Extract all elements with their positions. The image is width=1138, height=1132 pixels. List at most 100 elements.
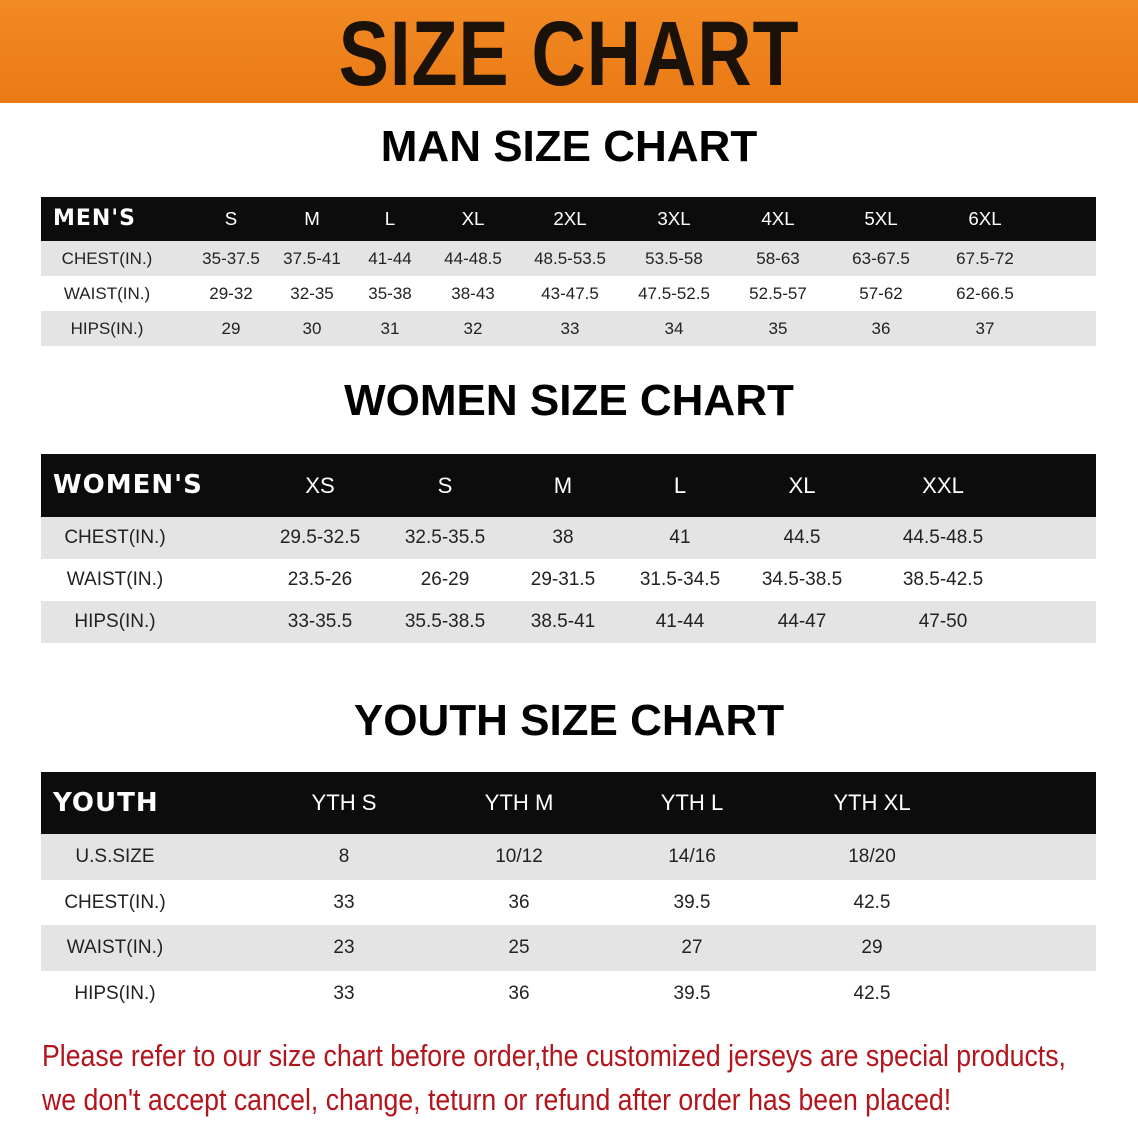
table-cell: 35-37.5 xyxy=(202,249,260,268)
table-row: HIPS(IN.) 33-35.5 35.5-38.5 38.5-41 41-44 44-… xyxy=(41,601,1096,643)
size-header: XXL xyxy=(922,473,964,498)
table-cell: 29-31.5 xyxy=(530,569,596,590)
table-cell: 27 xyxy=(681,937,703,958)
youth-section-title: YOUTH SIZE CHART xyxy=(353,696,785,745)
size-header: XS xyxy=(305,473,335,498)
size-header: 2XL xyxy=(553,208,587,229)
youth-header-row: YOUTH YTH S YTH M YTH L YTH XL xyxy=(41,772,1096,834)
size-header: 4XL xyxy=(761,208,795,229)
size-header: L xyxy=(384,208,396,229)
table-cell: 23.5-26 xyxy=(287,569,353,590)
header-label: YOUTH xyxy=(53,788,159,818)
size-header: XL xyxy=(461,208,485,229)
table-cell: 39.5 xyxy=(673,982,711,1004)
table-cell: 32 xyxy=(463,319,483,338)
banner: SIZE CHART xyxy=(0,0,1138,104)
table-cell: 32.5-35.5 xyxy=(404,527,486,548)
table-cell: 33 xyxy=(560,319,580,338)
table-cell: 23 xyxy=(333,937,355,958)
table-cell: 52.5-57 xyxy=(749,284,807,303)
size-header: M xyxy=(553,473,573,498)
size-header: YTH L xyxy=(660,790,724,815)
table-cell: 29-32 xyxy=(209,284,253,303)
size-header: YTH M xyxy=(484,790,554,815)
table-cell: 8 xyxy=(338,846,350,867)
row-label: WAIST(IN.) xyxy=(66,937,164,958)
size-header: 6XL xyxy=(968,208,1002,229)
table-cell: 35 xyxy=(768,319,788,338)
table-cell: 47.5-52.5 xyxy=(638,284,710,303)
row-label: WAIST(IN.) xyxy=(63,284,151,303)
table-cell: 26-29 xyxy=(420,569,470,590)
table-cell: 33 xyxy=(333,891,355,913)
size-header: S xyxy=(437,473,453,498)
table-cell: 37 xyxy=(975,319,995,338)
table-cell: 14/16 xyxy=(668,846,716,867)
women-header-row: WOMEN'S XS S M L XL XXL xyxy=(41,454,1096,517)
row-label: CHEST(IN.) xyxy=(61,249,153,268)
table-cell: 48.5-53.5 xyxy=(534,249,606,268)
size-header: L xyxy=(673,473,687,498)
table-cell: 29 xyxy=(861,937,883,958)
table-row: CHEST(IN.) 33 36 39.5 42.5 xyxy=(41,880,1096,926)
table-row: U.S.SIZE 8 10/12 14/16 18/20 xyxy=(41,834,1096,880)
table-cell: 57-62 xyxy=(859,284,903,303)
table-row: CHEST(IN.) 35-37.5 37.5-41 41-44 44-48.5 48.5… xyxy=(41,241,1096,276)
table-cell: 29.5-32.5 xyxy=(279,527,361,548)
table-cell: 30 xyxy=(302,319,322,338)
men-section-title: MAN SIZE CHART xyxy=(380,122,758,171)
table-cell: 18/20 xyxy=(848,846,896,867)
size-header: M xyxy=(304,208,320,229)
table-cell: 53.5-58 xyxy=(645,249,703,268)
women-section-title: WOMEN SIZE CHART xyxy=(344,376,794,425)
table-cell: 38.5-41 xyxy=(530,611,596,632)
table-cell: 25 xyxy=(508,937,530,958)
table-cell: 36 xyxy=(508,982,530,1004)
table-cell: 62-66.5 xyxy=(956,284,1014,303)
table-cell: 41 xyxy=(669,527,691,548)
table-cell: 36 xyxy=(871,319,891,338)
size-header: 3XL xyxy=(657,208,691,229)
row-label: HIPS(IN.) xyxy=(74,982,156,1004)
men-size-table: MEN'S S M L XL 2XL 3XL 4XL 5XL 6XL CHEST(IN.) 35-37… xyxy=(41,197,1096,346)
table-cell: 37.5-41 xyxy=(283,249,341,268)
notice-line-2: we don't accept cancel, change, teturn o… xyxy=(42,1082,952,1117)
table-cell: 33 xyxy=(333,982,355,1004)
table-cell: 44-48.5 xyxy=(444,249,502,268)
size-header: XL xyxy=(788,473,816,498)
row-label: HIPS(IN.) xyxy=(74,611,156,632)
table-cell: 38 xyxy=(552,527,574,548)
table-cell: 33-35.5 xyxy=(287,611,353,632)
table-cell: 38.5-42.5 xyxy=(902,569,984,590)
table-row: WAIST(IN.) 23 25 27 29 xyxy=(41,925,1096,971)
row-label: U.S.SIZE xyxy=(75,846,155,867)
notice-line-1: Please refer to our size chart before or… xyxy=(42,1038,1066,1073)
table-cell: 41-44 xyxy=(368,249,412,268)
size-header: S xyxy=(224,208,238,229)
table-cell: 29 xyxy=(221,319,241,338)
table-cell: 39.5 xyxy=(673,891,711,913)
men-header-row: MEN'S S M L XL 2XL 3XL 4XL 5XL 6XL xyxy=(41,197,1096,241)
table-cell: 63-67.5 xyxy=(852,249,910,268)
header-label: WOMEN'S xyxy=(53,470,203,500)
table-cell: 10/12 xyxy=(495,846,543,867)
row-label: CHEST(IN.) xyxy=(64,891,166,913)
table-row: HIPS(IN.) 33 36 39.5 42.5 xyxy=(41,971,1096,1017)
table-row: WAIST(IN.) 23.5-26 26-29 29-31.5 31.5-34.5 34… xyxy=(41,559,1096,601)
size-header: 5XL xyxy=(864,208,898,229)
table-cell: 44-47 xyxy=(777,611,827,632)
size-header: YTH S xyxy=(311,790,377,815)
table-cell: 44.5-48.5 xyxy=(902,527,984,548)
table-cell: 38-43 xyxy=(451,284,495,303)
table-row: HIPS(IN.) 29 30 31 32 33 34 35 36 37 xyxy=(41,311,1096,346)
table-cell: 67.5-72 xyxy=(956,249,1014,268)
table-cell: 35-38 xyxy=(368,284,412,303)
table-cell: 36 xyxy=(508,891,530,913)
row-label: HIPS(IN.) xyxy=(70,319,144,338)
women-size-table: WOMEN'S XS S M L XL XXL CHEST(IN.) 29.5-32.5 32.5… xyxy=(41,454,1096,643)
table-cell: 32-35 xyxy=(290,284,334,303)
table-row: WAIST(IN.) 29-32 32-35 35-38 38-43 43-47.5 47.… xyxy=(41,276,1096,311)
table-cell: 41-44 xyxy=(655,611,705,632)
row-label: WAIST(IN.) xyxy=(66,569,164,590)
table-cell: 34 xyxy=(664,319,684,338)
